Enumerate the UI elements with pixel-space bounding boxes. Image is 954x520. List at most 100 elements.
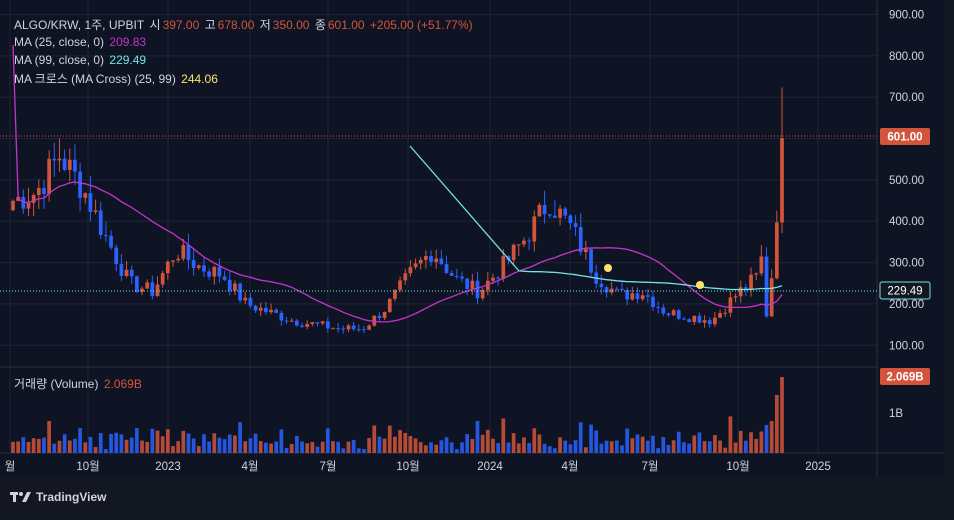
volume-bar	[547, 446, 552, 453]
close-label: 종	[314, 18, 326, 32]
candle-body	[207, 271, 211, 277]
high-value: 678.00	[217, 18, 255, 32]
ma25-legend[interactable]: MA (25, close, 0) 209.83	[14, 35, 148, 49]
candle-body	[527, 240, 531, 242]
volume-bar	[485, 429, 490, 453]
volume-bar	[553, 448, 557, 453]
candle-body	[362, 329, 366, 331]
candle-body	[537, 204, 542, 217]
volume-bar	[609, 441, 614, 453]
candle-body	[656, 307, 660, 309]
y-tick-label: 100.00	[889, 340, 924, 352]
volume-bar	[522, 437, 526, 453]
candle-body	[723, 312, 728, 314]
candle-body	[104, 234, 108, 236]
candle-body	[645, 295, 650, 297]
candle-body	[258, 307, 263, 311]
ma99-legend[interactable]: MA (99, close, 0) 229.49	[14, 53, 148, 67]
candle-body	[682, 318, 686, 320]
last-price-value: 601.00	[887, 132, 922, 144]
candle-body	[67, 159, 72, 170]
volume-bar	[645, 440, 650, 453]
candle-body	[501, 256, 506, 279]
volume-bar	[403, 432, 408, 453]
volume-bar	[78, 428, 82, 453]
candle-body	[217, 266, 222, 277]
volume-bar	[67, 440, 72, 453]
volume-bar	[563, 440, 568, 453]
x-tick-label: 7월	[320, 460, 337, 473]
volume-bar	[759, 431, 764, 453]
volume-bar	[83, 442, 88, 453]
candle-body	[522, 240, 526, 245]
ma-cross-value: 244.06	[181, 72, 218, 86]
volume-bar	[98, 433, 103, 453]
volume-bar	[150, 428, 155, 453]
tradingview-logo[interactable]: TradingView	[10, 489, 106, 505]
candle-body	[661, 307, 666, 314]
candle-body	[542, 204, 547, 215]
candle-body	[351, 325, 356, 330]
brand-name: TradingView	[36, 490, 107, 504]
volume-bar	[289, 443, 294, 453]
candle-body	[300, 325, 304, 327]
candle-body	[614, 288, 619, 290]
ma25-value: 209.83	[109, 35, 147, 49]
candle-body	[387, 298, 392, 313]
volume-bar	[186, 433, 191, 453]
y-tick-label: 800.00	[889, 51, 924, 63]
volume-bar	[42, 437, 46, 453]
volume-bar	[336, 441, 341, 453]
volume-bar	[449, 442, 454, 453]
candle-body	[264, 307, 268, 313]
volume-bar	[26, 441, 31, 453]
candle-body	[36, 188, 41, 196]
volume-bar	[774, 395, 779, 453]
candle-body	[78, 171, 82, 198]
candle-body	[47, 158, 51, 194]
x-tick-label: 2024	[477, 461, 503, 473]
candle-body	[780, 138, 784, 223]
ma99-value: 229.49	[109, 53, 147, 67]
volume-bar	[21, 437, 26, 453]
volume-bar	[300, 441, 304, 453]
candle-body	[738, 287, 743, 297]
candle-body	[212, 266, 217, 277]
volume-bar	[578, 422, 583, 453]
symbol-title: ALGO/KRW, 1주, UPBIT	[14, 18, 145, 32]
candle-body	[465, 278, 470, 289]
candle-body	[424, 256, 428, 260]
volume-bar	[114, 432, 119, 453]
volume-bar	[310, 441, 315, 453]
volume-bar	[243, 441, 248, 453]
volume-bar	[52, 443, 57, 453]
candle-body	[114, 247, 119, 265]
candle-body	[227, 279, 232, 291]
x-tick-label: 10월	[76, 460, 99, 473]
volume-bar	[501, 418, 506, 453]
volume-bar	[424, 445, 428, 453]
volume-bar	[227, 434, 232, 453]
candle-body	[57, 158, 62, 161]
volume-bar	[57, 440, 62, 453]
candle-body	[491, 277, 495, 281]
candle-body	[274, 309, 279, 313]
volume-bar	[764, 425, 769, 453]
ma-cross-legend[interactable]: MA 크로스 (MA Cross) (25, 99) 244.06	[14, 70, 220, 87]
candle-body	[233, 283, 237, 291]
volume-bar	[444, 437, 449, 453]
volume-bar	[253, 433, 258, 453]
volume-bar	[728, 416, 733, 453]
volume-bar	[620, 445, 624, 453]
volume-bar	[542, 443, 547, 453]
x-tick-label: 10월	[396, 460, 419, 473]
candle-body	[584, 249, 588, 253]
volume-legend[interactable]: 거래량 (Volume) 2.069B	[14, 375, 144, 392]
candle-body	[155, 284, 160, 297]
volume-bar	[651, 435, 655, 453]
volume-bar	[269, 443, 273, 453]
candle-body	[754, 273, 759, 275]
volume-bar	[279, 429, 284, 453]
